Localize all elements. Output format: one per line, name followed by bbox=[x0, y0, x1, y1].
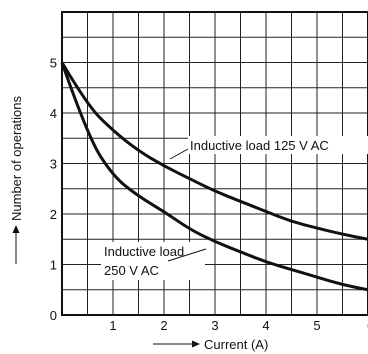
plot-frame bbox=[61, 11, 368, 316]
x-axis-arrowhead bbox=[192, 340, 200, 348]
annotation-bg-250 bbox=[101, 242, 205, 280]
annotation-bg-125 bbox=[188, 136, 368, 154]
annotation-250-line1: Inductive load bbox=[104, 244, 184, 259]
y-tick-label: 3 bbox=[50, 157, 57, 172]
x-tick-label: 2 bbox=[160, 318, 167, 333]
annotation-leader-250 bbox=[167, 248, 207, 262]
y-tick-label: 1 bbox=[50, 258, 57, 273]
x-tick-label: 5 bbox=[313, 318, 320, 333]
y-tick-label: 0 bbox=[50, 308, 57, 323]
x-tick-label: 1 bbox=[109, 318, 116, 333]
ticks-layer: 123456012345 bbox=[50, 56, 368, 334]
annotation-125: Inductive load 125 V AC bbox=[190, 138, 329, 153]
series-line-0 bbox=[60, 61, 368, 241]
y-axis-title: Number of operations bbox=[9, 95, 24, 221]
x-tick-label: 3 bbox=[211, 318, 218, 333]
x-tick-label: 4 bbox=[262, 318, 269, 333]
annotation-leader-125 bbox=[169, 148, 189, 160]
x-axis-title: Current (A) bbox=[204, 337, 268, 352]
series-layer bbox=[60, 61, 368, 292]
y-tick-label: 4 bbox=[50, 106, 57, 121]
annotation-250-line2: 250 V AC bbox=[104, 263, 159, 278]
y-axis-arrowhead bbox=[12, 225, 20, 233]
y-tick-label: 2 bbox=[50, 207, 57, 222]
y-tick-label: 5 bbox=[50, 56, 57, 71]
series-line-1 bbox=[60, 62, 368, 292]
